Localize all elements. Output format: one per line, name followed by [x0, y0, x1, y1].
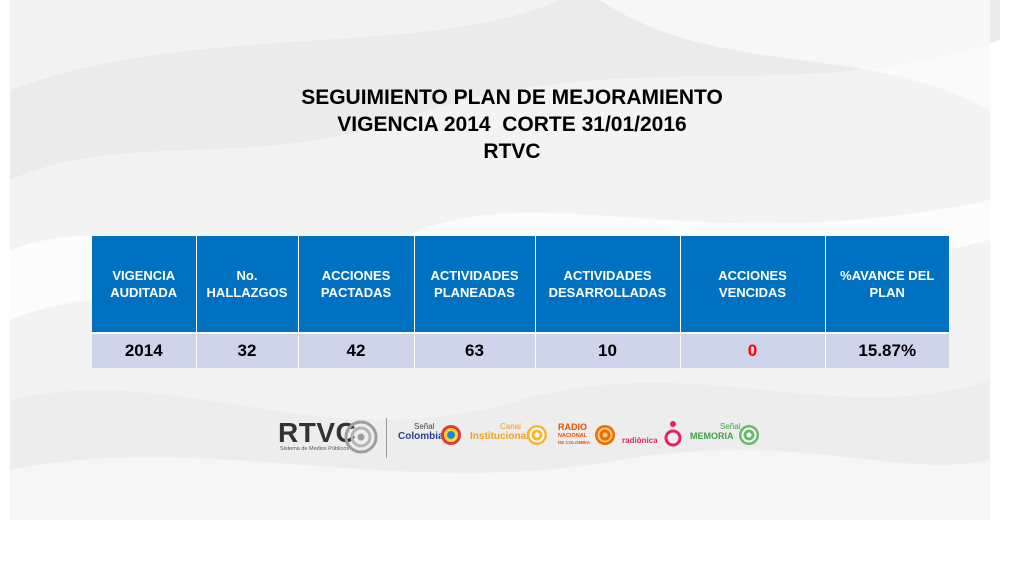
page-title: SEGUIMIENTO PLAN DE MEJORAMIENTO VIGENCI…	[0, 84, 1024, 165]
radio-nacional-line3: DE COLOMBIA	[558, 440, 590, 445]
rtvc-logo-tagline: Sistema de Medios Públicos	[280, 446, 350, 452]
rtvc-logo-text: RTVC	[278, 417, 357, 448]
senal-colombia-line2: Colombia	[398, 431, 444, 442]
radionica-icon	[664, 421, 682, 447]
senal-memoria-line2: MEMORIA	[690, 431, 734, 441]
title-line-2: VIGENCIA 2014 CORTE 31/01/2016	[337, 113, 687, 136]
header-no-hallazgos: No. HALLAZGOS	[196, 236, 299, 334]
rtvc-swirl-icon	[344, 420, 378, 454]
header-avance-del-plan: %AVANCE DEL PLAN	[825, 236, 949, 334]
brand-logos-strip: RTVC Sistema de Medios Públicos Señal Co…	[278, 416, 768, 460]
senal-colombia-line1: Señal	[414, 422, 435, 431]
canal-institucional-logo: Canal Institucional	[470, 416, 550, 460]
header-acciones-vencidas: ACCIONES VENCIDAS	[680, 236, 826, 334]
cell-avance-plan: 15.87%	[825, 333, 949, 368]
rtvc-logo: RTVC Sistema de Medios Públicos	[278, 416, 382, 460]
senal-memoria-logo: Señal MEMORIA	[690, 416, 768, 460]
cell-actividades-planeadas: 63	[414, 333, 536, 368]
header-acciones-pactadas: ACCIONES PACTADAS	[298, 236, 415, 334]
title-line-3: RTVC	[483, 140, 541, 163]
improvement-plan-table: VIGENCIA AUDITADA No. HALLAZGOS ACCIONES…	[92, 236, 949, 368]
header-vigencia-auditada: VIGENCIA AUDITADA	[92, 236, 197, 334]
cell-vigencia: 2014	[92, 333, 197, 368]
header-actividades-planeadas: ACTIVIDADES PLANEADAS	[414, 236, 536, 334]
cell-actividades-desarrolladas: 10	[535, 333, 681, 368]
logo-divider	[386, 418, 387, 458]
table-header-row: VIGENCIA AUDITADA No. HALLAZGOS ACCIONES…	[92, 236, 949, 334]
radio-nacional-swirl-icon	[595, 425, 615, 445]
senal-memoria-swirl-icon	[739, 425, 759, 445]
senal-colombia-logo: Señal Colombia	[396, 416, 462, 460]
senal-memoria-line1: Señal	[720, 422, 741, 431]
radionica-logo: radiónica	[622, 416, 684, 460]
radionica-text: radiónica	[622, 436, 658, 445]
title-line-1: SEGUIMIENTO PLAN DE MEJORAMIENTO	[301, 86, 723, 109]
radio-nacional-line2: NACIONAL	[558, 433, 588, 439]
canal-institucional-line1: Canal	[500, 422, 521, 431]
cell-acciones-vencidas: 0	[680, 333, 826, 368]
table-row: 2014 32 42 63 10 0 15.87%	[92, 333, 949, 368]
canal-institucional-line2: Institucional	[470, 431, 529, 442]
radio-nacional-line1: RADIO	[558, 422, 587, 432]
canal-institucional-swirl-icon	[527, 425, 547, 445]
cell-acciones-pactadas: 42	[298, 333, 415, 368]
radio-nacional-logo: RADIO NACIONAL DE COLOMBIA	[558, 416, 618, 460]
senal-colombia-swirl-icon	[441, 425, 461, 445]
header-actividades-desarrolladas: ACTIVIDADES DESARROLLADAS	[535, 236, 681, 334]
cell-hallazgos: 32	[196, 333, 299, 368]
